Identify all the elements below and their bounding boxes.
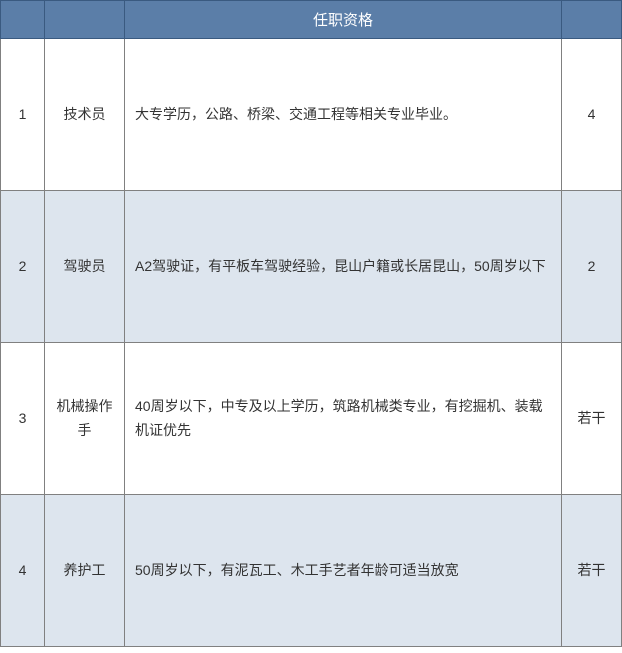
table-header-row: 任职资格 [1, 1, 622, 39]
table-row: 1 技术员 大专学历，公路、桥梁、交通工程等相关专业毕业。 4 [1, 39, 622, 191]
cell-count: 若干 [562, 495, 622, 647]
cell-position: 驾驶员 [45, 191, 125, 343]
table-row: 3 机械操作手 40周岁以下，中专及以上学历，筑路机械类专业，有挖掘机、装载机证… [1, 343, 622, 495]
cell-position: 技术员 [45, 39, 125, 191]
header-position [45, 1, 125, 39]
cell-position: 养护工 [45, 495, 125, 647]
header-count [562, 1, 622, 39]
cell-position: 机械操作手 [45, 343, 125, 495]
cell-count: 4 [562, 39, 622, 191]
cell-qualification: A2驾驶证，有平板车驾驶经验，昆山户籍或长居昆山，50周岁以下 [125, 191, 562, 343]
table-header: 任职资格 [1, 1, 622, 39]
job-requirements-table-wrap: 任职资格 1 技术员 大专学历，公路、桥梁、交通工程等相关专业毕业。 4 2 驾… [0, 0, 622, 647]
cell-index: 2 [1, 191, 45, 343]
table-row: 4 养护工 50周岁以下，有泥瓦工、木工手艺者年龄可适当放宽 若干 [1, 495, 622, 647]
cell-count: 若干 [562, 343, 622, 495]
cell-index: 4 [1, 495, 45, 647]
job-requirements-table: 任职资格 1 技术员 大专学历，公路、桥梁、交通工程等相关专业毕业。 4 2 驾… [0, 0, 622, 647]
cell-index: 1 [1, 39, 45, 191]
table-row: 2 驾驶员 A2驾驶证，有平板车驾驶经验，昆山户籍或长居昆山，50周岁以下 2 [1, 191, 622, 343]
cell-qualification: 大专学历，公路、桥梁、交通工程等相关专业毕业。 [125, 39, 562, 191]
cell-qualification: 50周岁以下，有泥瓦工、木工手艺者年龄可适当放宽 [125, 495, 562, 647]
table-body: 1 技术员 大专学历，公路、桥梁、交通工程等相关专业毕业。 4 2 驾驶员 A2… [1, 39, 622, 647]
header-qualification: 任职资格 [125, 1, 562, 39]
cell-qualification: 40周岁以下，中专及以上学历，筑路机械类专业，有挖掘机、装载机证优先 [125, 343, 562, 495]
header-index [1, 1, 45, 39]
cell-index: 3 [1, 343, 45, 495]
cell-count: 2 [562, 191, 622, 343]
